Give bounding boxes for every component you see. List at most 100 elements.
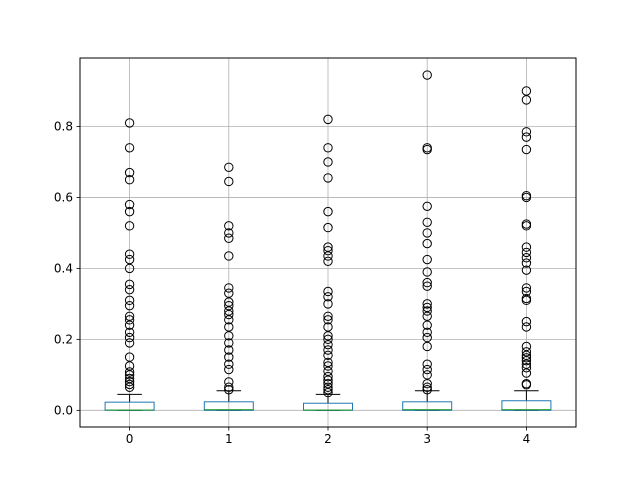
outlier-point [323, 315, 333, 325]
y-tick-label: 0.8 [54, 119, 73, 133]
outlier-point [521, 247, 532, 258]
outlier-point [323, 371, 333, 382]
outlier-point [124, 167, 135, 178]
outlier-point [224, 221, 234, 231]
outlier-point [422, 238, 432, 249]
y-tick-label: 0.2 [54, 332, 73, 346]
outlier-point [422, 382, 432, 392]
outlier-point [124, 332, 135, 343]
outlier-point [521, 219, 532, 229]
outlier-point [422, 281, 432, 291]
boxes [104, 390, 552, 411]
outlier-point [521, 363, 532, 373]
iqr-box [203, 401, 254, 411]
outlier-point [323, 292, 333, 302]
outlier-point [124, 352, 135, 362]
outlier-point [224, 338, 234, 348]
outlier-point [323, 379, 333, 389]
outlier-point [422, 277, 432, 288]
outlier-point [224, 352, 234, 362]
outlier-point [521, 86, 532, 96]
outlier-point [422, 267, 432, 277]
outlier-point [224, 382, 234, 392]
x-tick-label: 2 [324, 432, 332, 446]
outlier-point [521, 316, 532, 327]
outlier-point [422, 254, 432, 265]
outlier-point [224, 385, 234, 395]
outlier-point [124, 327, 135, 337]
outlier-point [124, 118, 135, 128]
outlier-point [422, 359, 432, 369]
y-tick-label: 0.6 [54, 190, 73, 204]
outlier-point [521, 258, 532, 268]
outlier-point [422, 327, 432, 337]
outlier-point [323, 382, 333, 392]
outlier-point [521, 283, 532, 293]
outlier-point [521, 286, 532, 297]
outlier-point [323, 311, 333, 321]
outlier-point [323, 114, 333, 125]
outlier-point [323, 361, 333, 371]
outlier-point [323, 157, 333, 167]
outlier-point [323, 242, 333, 252]
x-tick-label: 1 [225, 432, 233, 446]
outlier-point [224, 359, 234, 369]
outlier-point [323, 222, 333, 233]
outlier-point [124, 373, 135, 384]
outlier-point [124, 221, 135, 231]
outlier-point [521, 190, 532, 201]
y-tick-label: 0.4 [54, 261, 73, 275]
outlier-points [124, 70, 532, 398]
outlier-point [422, 201, 432, 212]
outlier-point [124, 206, 135, 217]
x-tick-label: 0 [126, 432, 134, 446]
outlier-point [224, 233, 234, 243]
outlier-point [422, 299, 432, 309]
x-tick-label: 3 [423, 432, 431, 446]
outlier-point [224, 283, 234, 293]
outlier-point [323, 143, 333, 153]
outlier-point [422, 306, 432, 316]
outlier-point [124, 143, 135, 153]
outlier-point [521, 265, 532, 275]
outlier-point [521, 242, 532, 252]
outlier-point [323, 334, 333, 345]
outlier-point [323, 385, 333, 395]
outlier-point [124, 300, 135, 311]
outlier-point [521, 132, 532, 142]
outlier-point [224, 345, 234, 355]
y-tick-label: 0.0 [54, 403, 73, 417]
outlier-point [422, 332, 432, 343]
outlier-point [224, 300, 234, 311]
outlier-point [422, 385, 432, 395]
grid-lines [80, 58, 576, 427]
x-tick-label: 4 [523, 432, 531, 446]
outlier-point [323, 256, 333, 267]
outlier-point [323, 357, 333, 368]
outlier-point [224, 377, 234, 387]
outlier-point [323, 345, 333, 355]
outlier-point [224, 176, 234, 187]
outlier-point [124, 315, 135, 325]
outlier-point [422, 370, 432, 380]
outlier-point [224, 228, 234, 238]
outlier-point [323, 322, 333, 332]
outlier-point [224, 251, 234, 261]
outlier-point [521, 144, 532, 155]
outlier-point [124, 311, 135, 321]
iqr-box [402, 401, 453, 411]
outlier-point [323, 173, 333, 183]
outlier-point [124, 379, 135, 390]
outlier-point [323, 286, 333, 297]
outlier-point [521, 293, 532, 304]
outlier-point [521, 253, 532, 263]
outlier-point [521, 347, 532, 357]
outlier-point [323, 299, 333, 309]
outlier-point [422, 302, 432, 313]
outlier-point [422, 143, 432, 153]
outlier-point [422, 228, 432, 238]
outlier-point [124, 199, 135, 210]
outlier-point [521, 341, 532, 352]
